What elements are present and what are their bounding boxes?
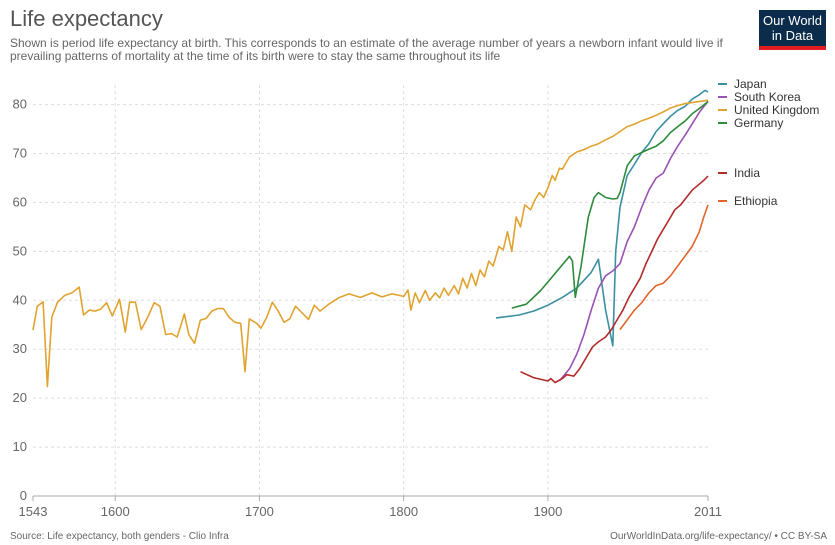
legend-label-germany[interactable]: Germany bbox=[734, 116, 783, 130]
legend-label-united-kingdom[interactable]: United Kingdom bbox=[734, 103, 819, 117]
x-tick-label: 1543 bbox=[19, 504, 48, 519]
x-tick-label: 2011 bbox=[694, 504, 722, 519]
series-line-united-kingdom[interactable] bbox=[32, 99, 709, 388]
chart-subtitle: Shown is period life expectancy at birth… bbox=[10, 36, 723, 63]
y-tick-label: 60 bbox=[13, 194, 27, 209]
series-line-germany[interactable] bbox=[511, 100, 709, 309]
series-line-south-korea[interactable] bbox=[558, 100, 709, 382]
logo-line-2: in Data bbox=[771, 28, 814, 43]
x-tick-label: 1900 bbox=[533, 504, 562, 519]
legend-label-ethiopia[interactable]: Ethiopia bbox=[734, 194, 778, 208]
legend-label-south-korea[interactable]: South Korea bbox=[734, 90, 801, 104]
y-tick-label: 0 bbox=[20, 488, 27, 503]
series-line-india[interactable] bbox=[520, 175, 709, 384]
legend-label-japan[interactable]: Japan bbox=[734, 77, 767, 91]
y-tick-label: 30 bbox=[13, 341, 27, 356]
y-tick-label: 40 bbox=[13, 292, 27, 307]
credit-note[interactable]: OurWorldInData.org/life-expectancy/ • CC… bbox=[610, 531, 827, 542]
x-tick-label: 1700 bbox=[245, 504, 274, 519]
x-tick-label: 1800 bbox=[389, 504, 418, 519]
y-tick-label: 20 bbox=[13, 390, 27, 405]
y-tick-label: 70 bbox=[13, 146, 27, 161]
chart-title: Life expectancy bbox=[10, 6, 163, 31]
series-line-ethiopia[interactable] bbox=[619, 204, 709, 331]
y-tick-label: 50 bbox=[13, 243, 27, 258]
series-line-japan[interactable] bbox=[495, 89, 709, 347]
x-tick-label: 1600 bbox=[101, 504, 130, 519]
y-tick-label: 10 bbox=[13, 439, 27, 454]
legend-label-india[interactable]: India bbox=[734, 166, 760, 180]
y-tick-label: 80 bbox=[13, 97, 27, 112]
owid-logo[interactable]: Our World in Data bbox=[759, 10, 826, 50]
source-note[interactable]: Source: Life expectancy, both genders - … bbox=[10, 531, 229, 542]
logo-line-1: Our World bbox=[763, 13, 822, 28]
